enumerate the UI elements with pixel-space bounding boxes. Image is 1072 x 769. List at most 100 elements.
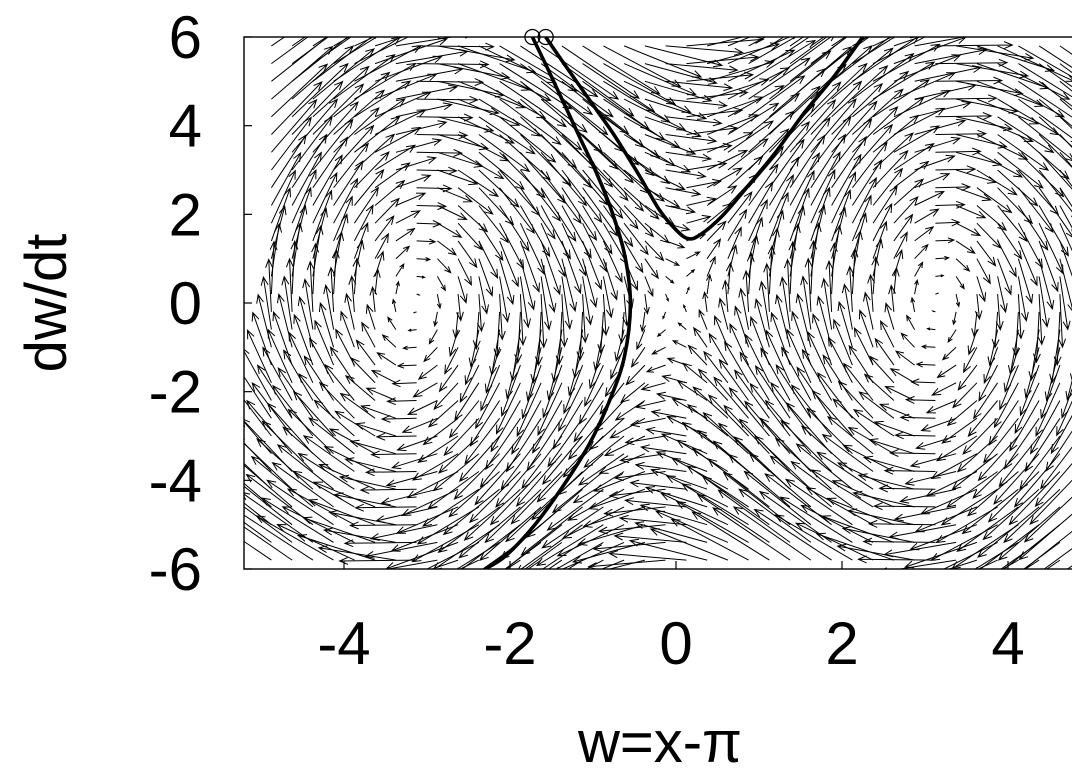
vector-arrow xyxy=(423,346,438,363)
vector-arrow xyxy=(972,453,1019,499)
vector-arrow xyxy=(387,316,397,330)
vector-arrow xyxy=(555,541,604,569)
vector-arrow xyxy=(872,202,893,242)
vector-arrow xyxy=(426,541,480,569)
vector-arrow xyxy=(946,400,978,427)
vector-arrow xyxy=(693,326,708,348)
vector-arrow xyxy=(256,293,272,348)
x-tick-label: 4 xyxy=(991,610,1024,677)
vector-arrow xyxy=(662,311,667,320)
vector-arrow xyxy=(743,470,812,526)
vector-arrow xyxy=(810,98,857,153)
vector-arrow xyxy=(609,417,646,439)
vector-arrow xyxy=(935,94,998,103)
vector-arrow xyxy=(635,400,666,410)
vector-arrow xyxy=(340,310,355,348)
vector-arrow xyxy=(407,328,417,332)
vector-arrow xyxy=(416,506,480,545)
vector-arrow xyxy=(348,521,417,530)
vector-arrow xyxy=(810,204,826,259)
vector-arrow xyxy=(851,194,872,242)
vector-arrow xyxy=(333,37,351,47)
vector-arrow xyxy=(871,255,880,295)
vector-arrow xyxy=(997,63,1071,100)
vector-arrow xyxy=(370,369,397,384)
vector-arrow xyxy=(686,465,749,508)
vector-arrow xyxy=(541,541,583,569)
vector-arrow xyxy=(438,364,459,393)
vector-arrow xyxy=(457,240,478,269)
vector-arrow xyxy=(686,53,760,65)
trajectory-1 xyxy=(484,37,633,569)
vector-arrow xyxy=(292,390,334,437)
vector-arrow xyxy=(1059,240,1072,277)
vector-arrow xyxy=(552,400,584,450)
vector-arrow xyxy=(1018,513,1072,561)
vector-arrow xyxy=(727,120,775,153)
vector-arrow xyxy=(563,364,584,415)
vector-arrow xyxy=(935,129,988,138)
vector-arrow xyxy=(353,221,369,259)
vector-arrow xyxy=(598,453,646,474)
vector-arrow xyxy=(307,499,376,526)
vector-arrow xyxy=(375,432,417,441)
vector-arrow xyxy=(271,63,329,118)
vector-arrow xyxy=(935,218,961,227)
vector-arrow xyxy=(536,453,583,503)
vector-arrow xyxy=(644,116,702,138)
vector-arrow xyxy=(993,382,1019,429)
vector-arrow xyxy=(561,240,582,295)
vector-arrow xyxy=(510,471,563,525)
vector-arrow xyxy=(374,250,385,277)
vector-arrow xyxy=(270,134,307,188)
vector-arrow xyxy=(930,453,978,480)
vector-arrow xyxy=(260,275,272,330)
vector-arrow xyxy=(718,358,750,401)
vector-arrow xyxy=(754,435,812,490)
vector-arrow xyxy=(1038,187,1072,238)
vector-arrow xyxy=(686,125,739,135)
vector-arrow xyxy=(686,196,717,206)
vector-arrow xyxy=(577,453,625,486)
vector-arrow xyxy=(1040,364,1061,420)
vector-arrow xyxy=(696,493,770,543)
vector-arrow xyxy=(499,240,519,288)
vector-arrow xyxy=(499,169,541,217)
vector-arrow xyxy=(639,311,647,333)
vector-arrow xyxy=(769,37,811,65)
vector-arrow xyxy=(416,220,442,228)
vector-arrow xyxy=(867,519,936,528)
vector-arrow xyxy=(333,142,369,189)
vector-arrow xyxy=(780,419,832,472)
vector-arrow xyxy=(623,98,687,131)
vector-arrow xyxy=(1059,45,1072,55)
vector-arrow xyxy=(281,275,293,330)
vector-arrow xyxy=(914,243,929,260)
vector-arrow xyxy=(271,116,312,171)
vector-arrow xyxy=(246,329,272,384)
vector-arrow xyxy=(786,328,812,384)
vector-arrow xyxy=(816,451,874,490)
vector-arrow xyxy=(976,98,1040,125)
vector-arrow xyxy=(1019,364,1040,417)
vector-arrow xyxy=(682,362,708,384)
vector-arrow xyxy=(561,276,573,330)
vector-arrow xyxy=(686,178,723,189)
vector-arrow xyxy=(561,187,598,241)
vector-arrow xyxy=(333,89,386,135)
vector-arrow xyxy=(727,208,748,242)
vector-arrow xyxy=(794,522,874,561)
vector-arrow xyxy=(582,258,598,308)
vector-arrow xyxy=(947,559,978,569)
vector-arrow xyxy=(831,153,862,206)
vector-arrow xyxy=(468,471,521,524)
vector-arrow xyxy=(940,488,998,526)
vector-arrow xyxy=(499,222,525,270)
vector-arrow xyxy=(649,528,729,561)
vector-arrow xyxy=(852,37,896,65)
vector-arrow xyxy=(769,455,832,508)
y-axis-ticks: 6 4 2 0 -2 -4 -6 xyxy=(149,4,252,603)
vector-arrow xyxy=(748,37,767,47)
vector-arrow xyxy=(1059,205,1072,229)
vector-arrow xyxy=(303,355,335,401)
